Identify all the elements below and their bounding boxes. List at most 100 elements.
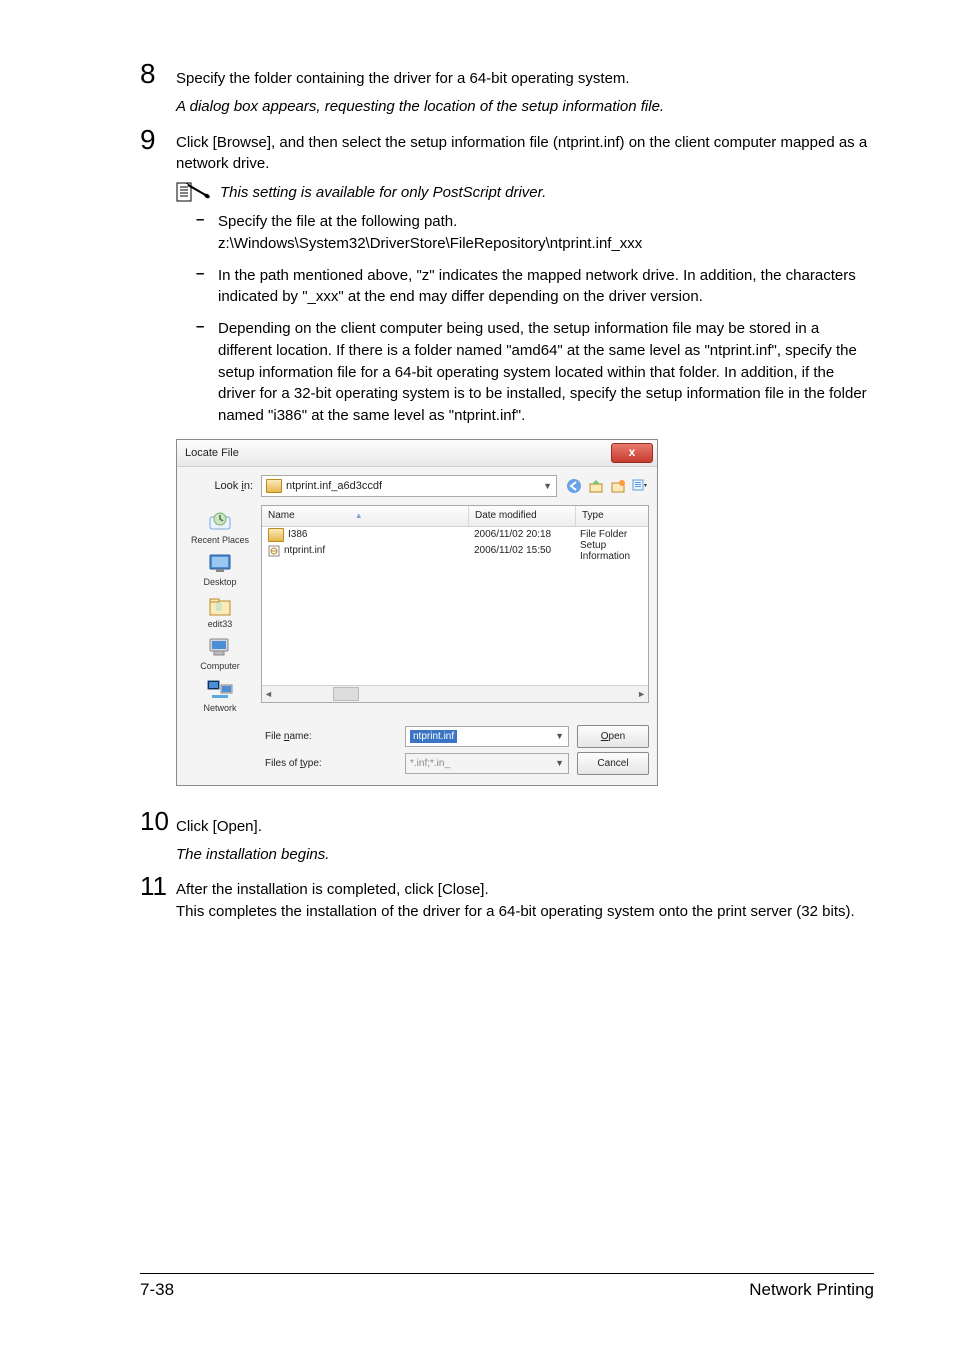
step-11-line1: After the installation is completed, cli…	[176, 881, 489, 898]
chevron-down-icon: ▼	[543, 481, 552, 491]
place-desktop[interactable]: Desktop	[203, 551, 236, 587]
step-10: 10 Click [Open].	[140, 808, 874, 838]
computer-icon	[206, 635, 234, 659]
filetype-value: *.inf;*.in_	[410, 758, 450, 769]
dialog-titlebar: Locate File x	[177, 440, 657, 467]
scroll-thumb[interactable]	[333, 687, 359, 701]
toolbar-icons	[565, 477, 649, 495]
network-icon	[206, 677, 234, 701]
bullet-dash: –	[196, 318, 218, 427]
filename-value: ntprint.inf	[410, 730, 457, 743]
recent-places-icon	[206, 509, 234, 533]
column-type[interactable]: Type	[576, 506, 648, 526]
step-text: Click [Open].	[176, 808, 874, 838]
page-number: 7-38	[140, 1280, 174, 1300]
step-number: 8	[140, 60, 176, 88]
lookin-row: Look in: ntprint.inf_a6d3ccdf ▼	[177, 467, 657, 501]
horizontal-scrollbar[interactable]: ◄ ►	[262, 685, 648, 702]
scroll-left-icon: ◄	[264, 689, 273, 699]
lookin-value: ntprint.inf_a6d3ccdf	[286, 480, 382, 492]
row-date: 2006/11/02 15:50	[468, 545, 574, 556]
place-label: Network	[203, 703, 236, 713]
table-row[interactable]: ntprint.inf 2006/11/02 15:50 Setup Infor…	[262, 543, 648, 559]
row-name: ntprint.inf	[284, 545, 325, 556]
places-bar: Recent Places Desktop edit33 Computer	[185, 505, 255, 713]
step-text: Specify the folder containing the driver…	[176, 60, 874, 90]
column-name[interactable]: Name▲	[262, 506, 469, 526]
folder-icon	[266, 479, 282, 493]
place-label: edit33	[208, 619, 233, 629]
back-icon[interactable]	[565, 477, 583, 495]
note-text: This setting is available for only PostS…	[220, 184, 546, 201]
file-list-header: Name▲ Date modified Type	[262, 506, 648, 527]
step-8: 8 Specify the folder containing the driv…	[140, 60, 874, 90]
place-computer[interactable]: Computer	[200, 635, 240, 671]
section-title: Network Printing	[749, 1280, 874, 1300]
filename-label: File name:	[185, 731, 405, 742]
note-icon	[176, 181, 210, 203]
step-11-line2: This completes the installation of the d…	[176, 903, 855, 920]
chevron-down-icon: ▼	[555, 758, 564, 768]
place-recent[interactable]: Recent Places	[191, 509, 249, 545]
bullet-dash: –	[196, 265, 218, 309]
place-label: Recent Places	[191, 535, 249, 545]
step-text: After the installation is completed, cli…	[176, 873, 874, 923]
folder-icon	[268, 528, 284, 542]
bullet-1-line1: Specify the file at the following path.	[218, 213, 457, 230]
bullet-3: – Depending on the client computer being…	[196, 318, 874, 427]
row-type: File Folder	[574, 529, 648, 540]
locate-file-dialog: Locate File x Look in: ntprint.inf_a6d3c…	[176, 439, 658, 786]
row-type: Setup Information	[574, 540, 648, 562]
cancel-button[interactable]: Cancel	[577, 752, 649, 775]
step-number: 11	[140, 873, 176, 899]
bullet-1: – Specify the file at the following path…	[196, 211, 874, 255]
step-8-result: A dialog box appears, requesting the loc…	[176, 96, 874, 118]
step-11: 11 After the installation is completed, …	[140, 873, 874, 923]
bullet-1-line2: z:\Windows\System32\DriverStore\FileRepo…	[218, 235, 642, 252]
bullet-dash: –	[196, 211, 218, 255]
row-name: I386	[288, 529, 307, 540]
sort-asc-icon: ▲	[355, 511, 363, 520]
column-date[interactable]: Date modified	[469, 506, 576, 526]
filetype-select[interactable]: *.inf;*.in_ ▼	[405, 753, 569, 774]
dialog-title: Locate File	[185, 447, 239, 459]
step-number: 9	[140, 126, 176, 154]
bullet-2: – In the path mentioned above, "z" indic…	[196, 265, 874, 309]
dialog-screenshot: Locate File x Look in: ntprint.inf_a6d3c…	[176, 439, 874, 786]
bullet-text: In the path mentioned above, "z" indicat…	[218, 265, 874, 309]
lookin-label: Look in:	[185, 480, 261, 492]
step-number: 10	[140, 808, 176, 834]
inf-file-icon	[268, 545, 280, 557]
file-rows: I386 2006/11/02 20:18 File Folder ntprin…	[262, 527, 648, 685]
place-network[interactable]: Network	[203, 677, 236, 713]
place-label: Computer	[200, 661, 240, 671]
desktop-icon	[206, 551, 234, 575]
filename-row: File name: ntprint.inf ▼ Open	[185, 725, 649, 748]
open-button[interactable]: Open	[577, 725, 649, 748]
bullet-text: Specify the file at the following path. …	[218, 211, 874, 255]
page-footer: 7-38 Network Printing	[140, 1273, 874, 1300]
step-9: 9 Click [Browse], and then select the se…	[140, 126, 874, 176]
up-icon[interactable]	[587, 477, 605, 495]
bullet-text: Depending on the client computer being u…	[218, 318, 874, 427]
view-menu-icon[interactable]	[631, 477, 649, 495]
row-date: 2006/11/02 20:18	[468, 529, 574, 540]
step-10-result: The installation begins.	[176, 844, 874, 866]
page: 8 Specify the folder containing the driv…	[0, 0, 954, 1350]
dialog-main: Recent Places Desktop edit33 Computer	[177, 501, 657, 717]
close-button[interactable]: x	[611, 443, 653, 463]
filetype-label: Files of type:	[185, 758, 405, 769]
filetype-row: Files of type: *.inf;*.in_ ▼ Cancel	[185, 752, 649, 775]
note-row: This setting is available for only PostS…	[176, 181, 874, 203]
place-label: Desktop	[203, 577, 236, 587]
new-folder-icon[interactable]	[609, 477, 627, 495]
filename-input[interactable]: ntprint.inf ▼	[405, 726, 569, 747]
file-list: Name▲ Date modified Type I386 2006/11/02…	[261, 505, 649, 703]
lookin-combo[interactable]: ntprint.inf_a6d3ccdf ▼	[261, 475, 557, 497]
user-folder-icon	[206, 593, 234, 617]
step-text: Click [Browse], and then select the setu…	[176, 126, 874, 176]
place-user[interactable]: edit33	[206, 593, 234, 629]
chevron-down-icon: ▼	[555, 731, 564, 741]
dialog-bottom: File name: ntprint.inf ▼ Open Files of t…	[177, 717, 657, 785]
scroll-right-icon: ►	[637, 689, 646, 699]
